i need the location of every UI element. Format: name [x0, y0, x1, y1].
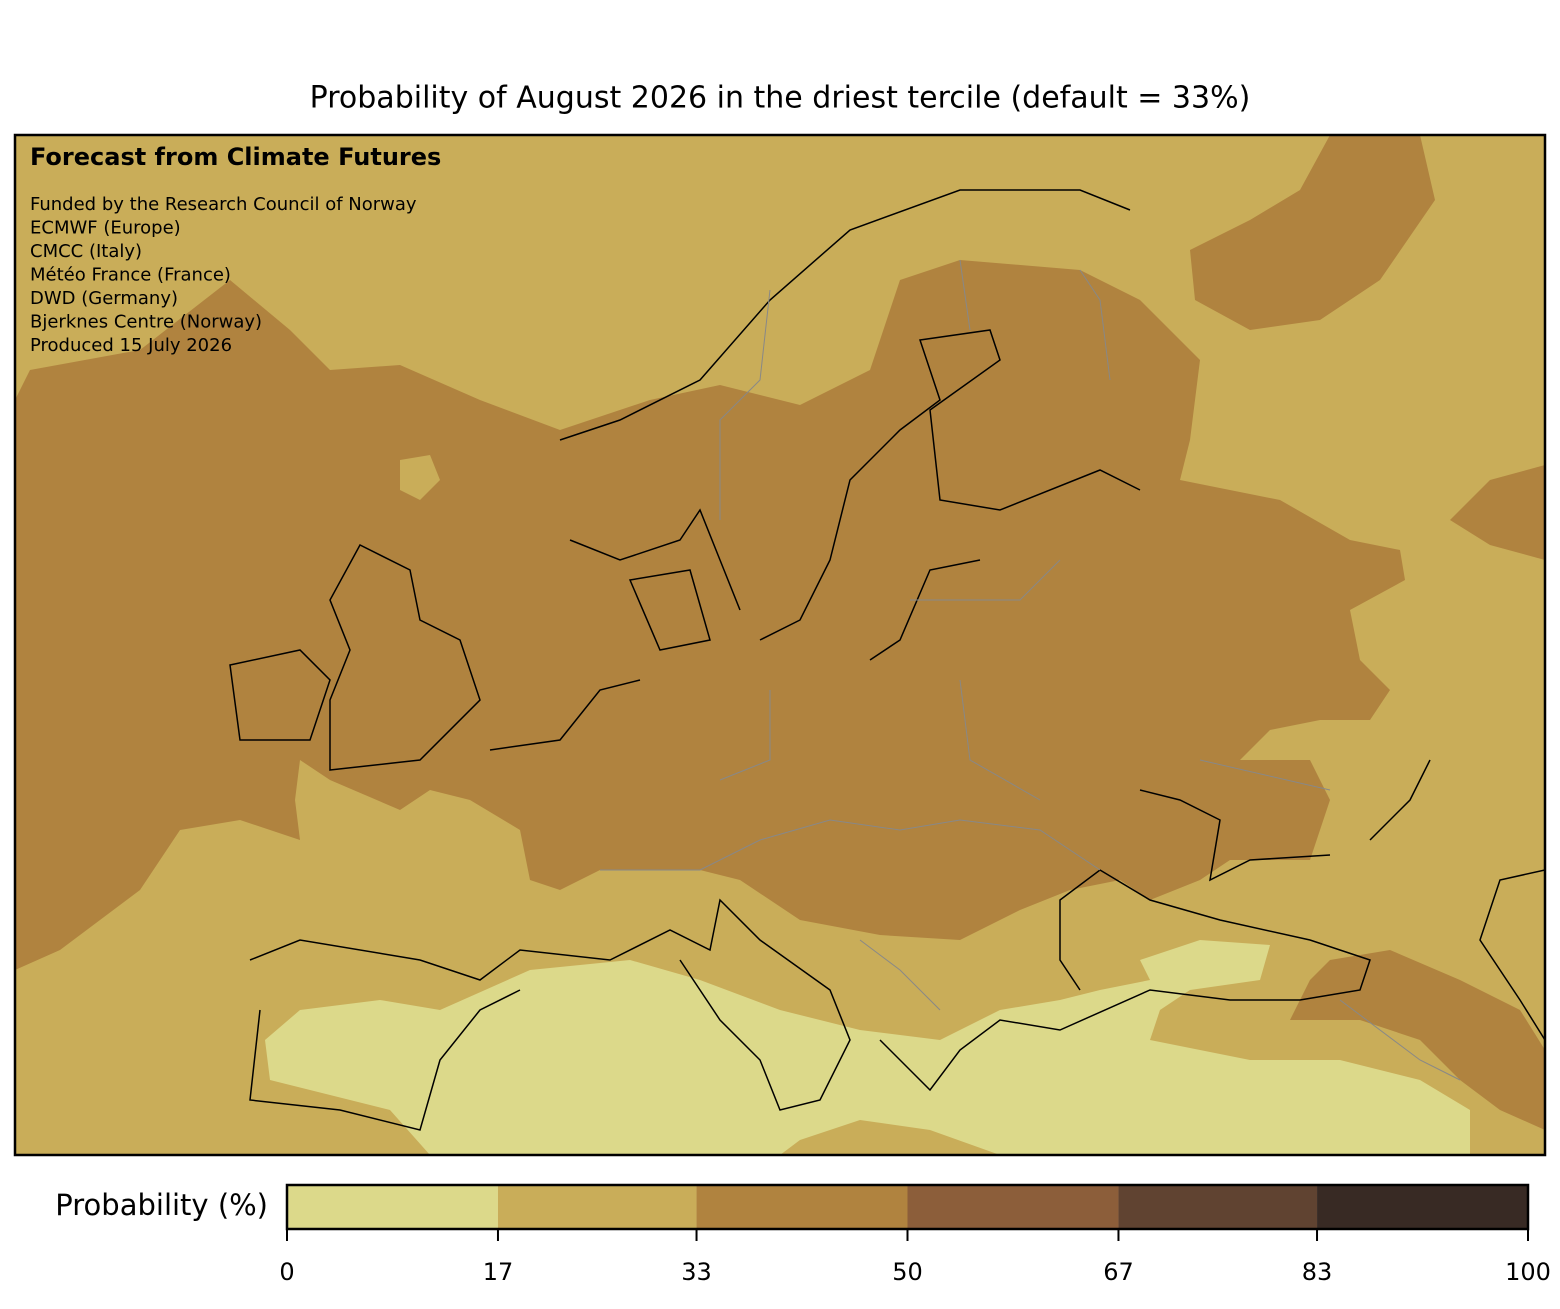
colorbar: 0 17 33 50 67 83 100: [279, 1183, 1551, 1286]
credit-line: Bjerknes Centre (Norway): [30, 312, 262, 333]
region-33-50-ne: [1190, 135, 1435, 330]
credit-line: CMCC (Italy): [30, 241, 142, 262]
coastline: [229, 189, 1545, 1131]
colorbar-tick-label: 50: [892, 1258, 923, 1286]
colorbar-segment: [1118, 1185, 1318, 1229]
colorbar-segment: [696, 1185, 908, 1229]
region-33-50-se: [1290, 950, 1545, 1130]
region-33-50-e: [1450, 465, 1545, 560]
colorbar-segment: [287, 1185, 498, 1229]
colorbar-tick-label: 17: [483, 1258, 514, 1286]
colorbar-segment: [1317, 1185, 1528, 1229]
credit-line: Météo France (France): [30, 265, 231, 286]
map: Forecast from Climate Futures Funded by …: [13, 133, 1547, 1157]
colorbar-segment: [907, 1185, 1119, 1229]
region-33-50: [15, 260, 1405, 970]
region-17-33-island: [400, 455, 440, 500]
colorbar-tick-label: 33: [681, 1258, 712, 1286]
colorbar-tick-label: 67: [1103, 1258, 1134, 1286]
credit-line: Funded by the Research Council of Norway: [30, 194, 417, 215]
colorbar-segment: [497, 1185, 697, 1229]
panel-heading: Forecast from Climate Futures: [30, 143, 441, 171]
credit-line: Produced 15 July 2026: [30, 335, 232, 356]
colorbar-tick-label: 100: [1505, 1258, 1551, 1286]
colorbar-label: Probability (%): [55, 1188, 268, 1222]
region-0-17: [265, 940, 1470, 1155]
colorbar-tick-label: 0: [279, 1258, 294, 1286]
colorbar-tick-label: 83: [1302, 1258, 1333, 1286]
credit-line: DWD (Germany): [30, 288, 178, 309]
map-frame: [13, 133, 1547, 1157]
borders: [600, 259, 1461, 1081]
credit-line: ECMWF (Europe): [30, 218, 181, 239]
title: Probability of August 2026 in the driest…: [310, 81, 1251, 116]
